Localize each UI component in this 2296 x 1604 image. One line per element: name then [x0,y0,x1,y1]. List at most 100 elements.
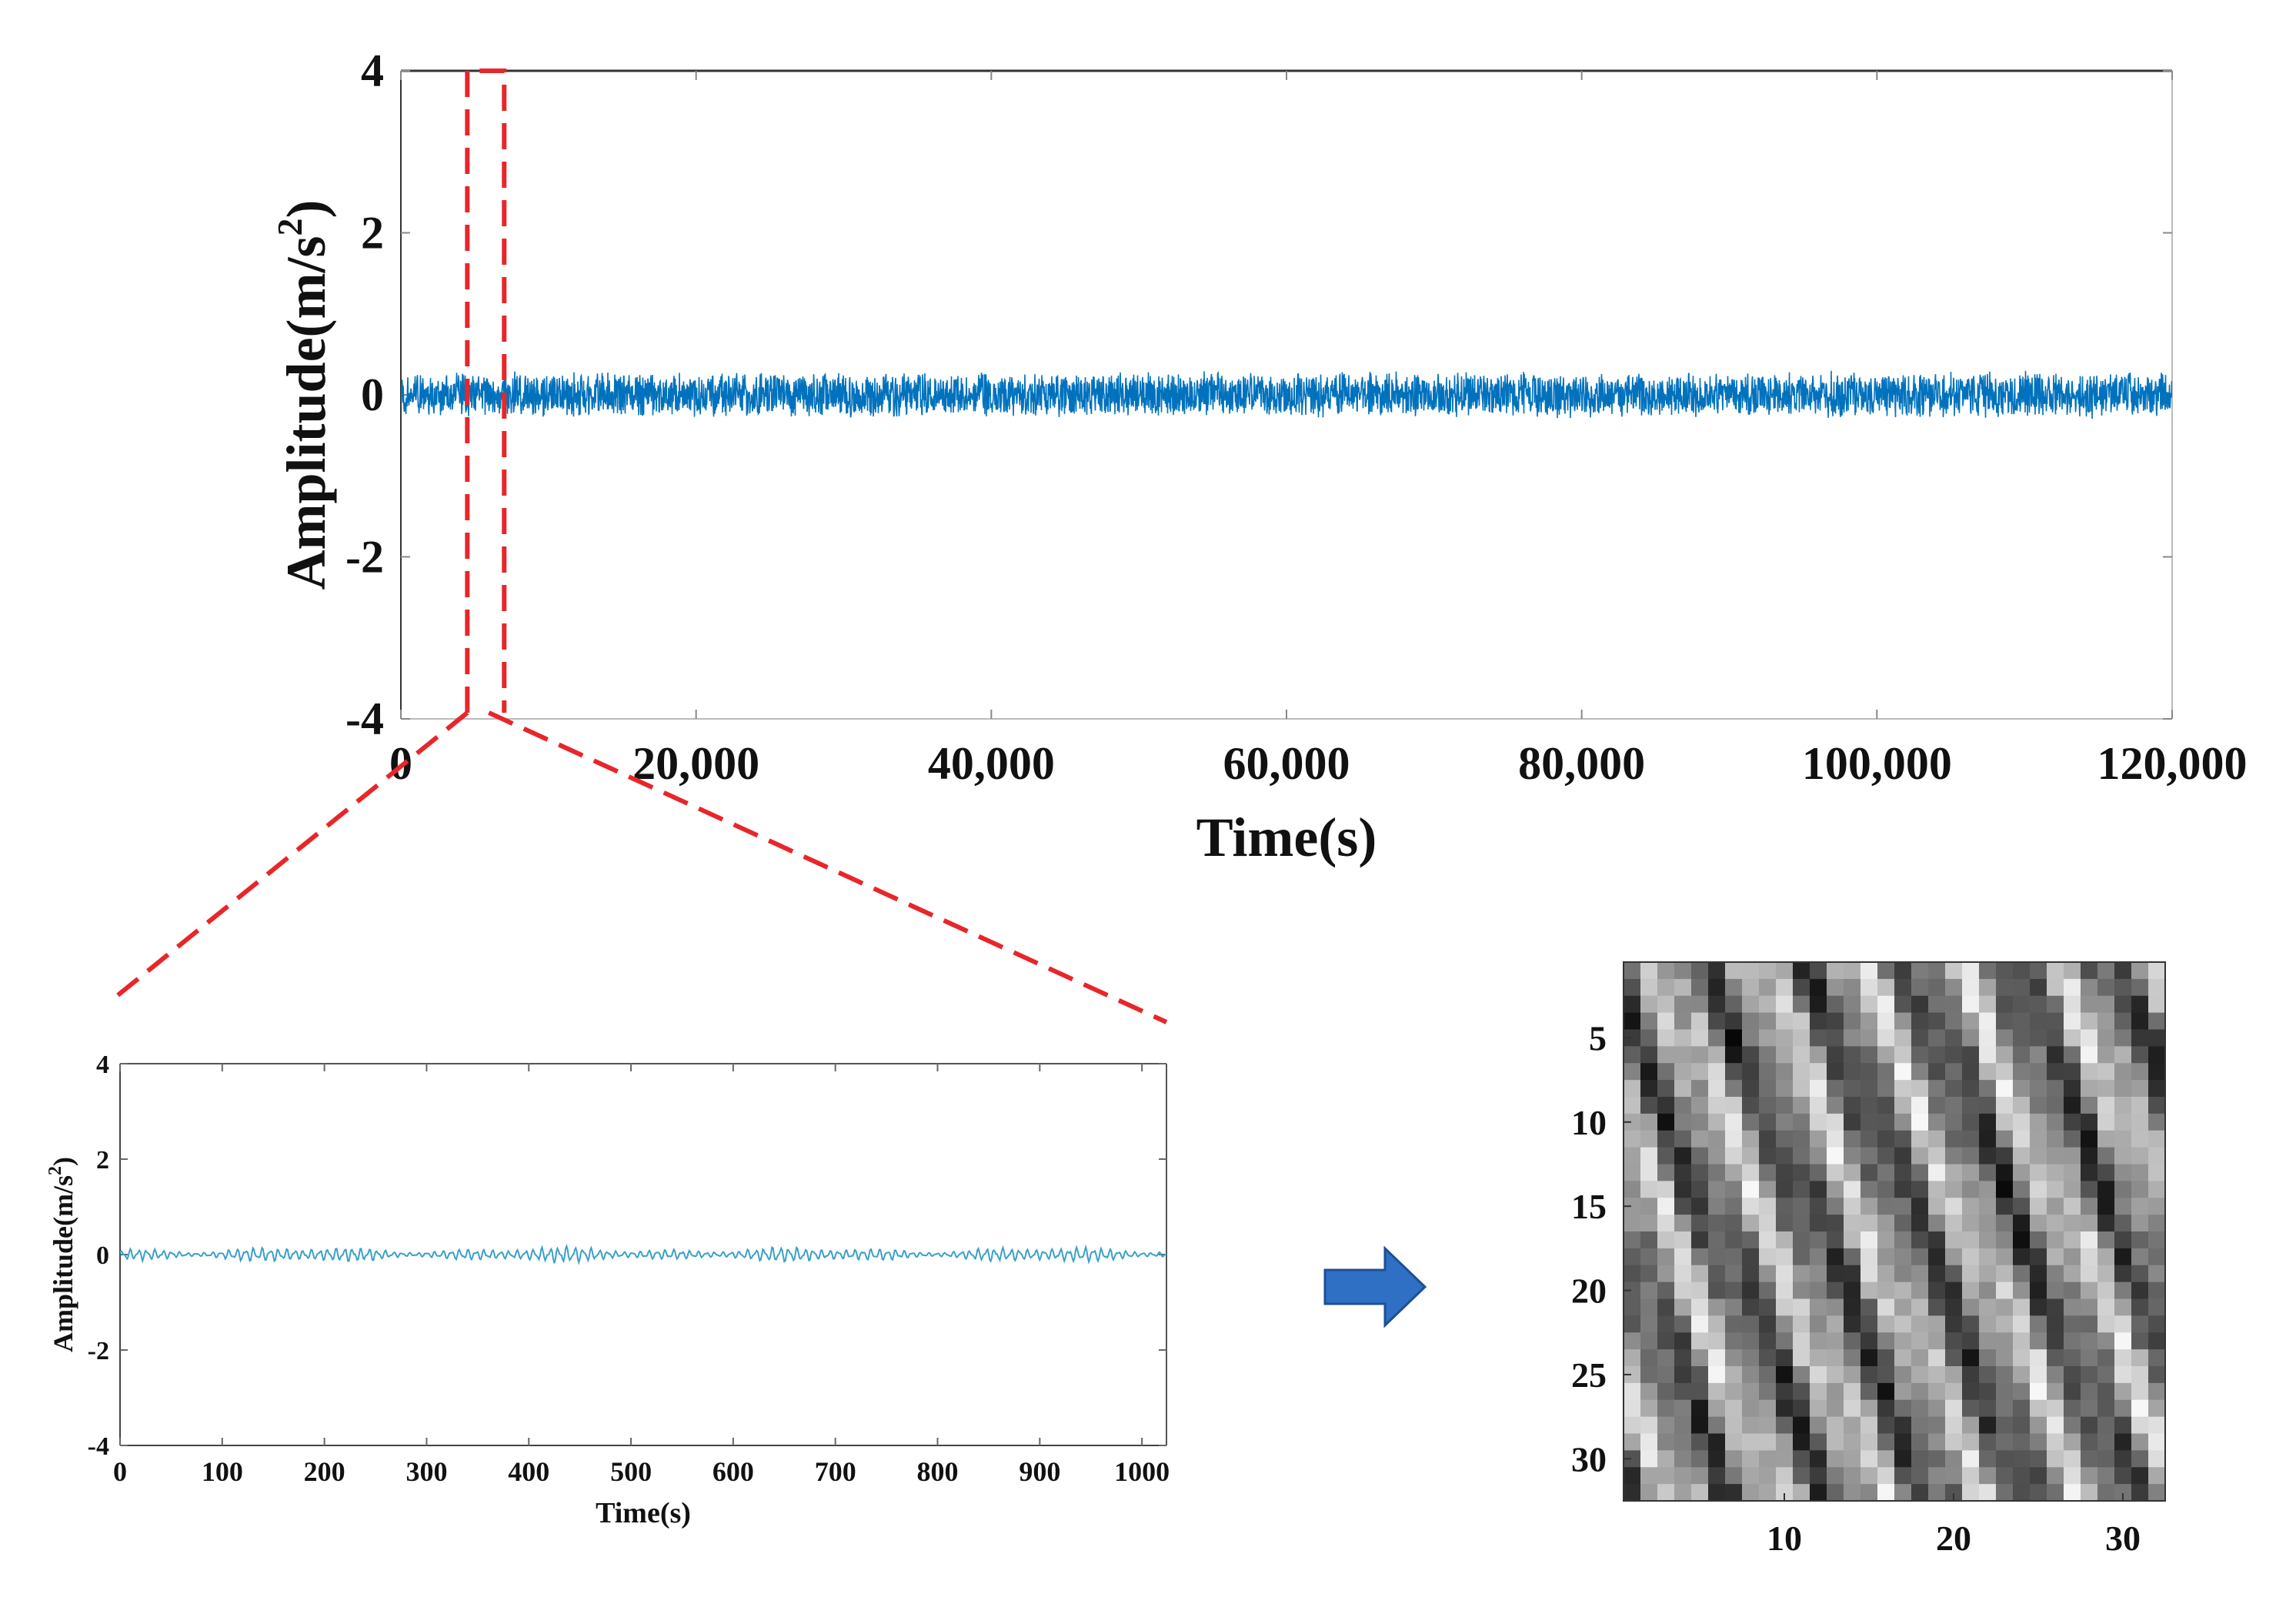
heatmap-cell [1945,1332,1963,1350]
heatmap-cell [1928,1113,1946,1131]
heatmap-cell [1996,1215,2014,1232]
heatmap-cell [1827,1382,1844,1401]
heatmap-cell [1725,1467,1743,1485]
heatmap-cell [2030,1450,2047,1468]
heatmap-cell [1996,1164,2014,1181]
heatmap-cell [1945,1198,1963,1215]
heatmap-cell [1844,1382,1861,1401]
heatmap-cell [2114,1433,2132,1451]
heatmap-cell [1979,1467,1997,1485]
heatmap-cell [2030,1467,2047,1485]
heatmap-cell [1911,1231,1929,1249]
zoomed-signal-y-ticks: -4 -2 0 2 4 [88,1051,1166,1461]
heatmap-cell [1945,1467,1963,1485]
heatmap-cell [2081,1349,2098,1367]
heatmap-cell [1624,1029,1641,1047]
heatmap-cell [1894,1467,1912,1485]
heatmap-cell [1793,1181,1810,1198]
heatmap-cell [1996,1332,2014,1350]
heatmap-cell [1928,1181,1946,1198]
heatmap-cell [1640,1231,1658,1249]
heatmap-cell [1810,1467,1827,1485]
heatmap-cell [1624,1248,1641,1266]
heatmap-cell [1674,995,1692,1014]
heatmap-cell [1708,1484,1726,1502]
heatmap-cell [1776,962,1794,980]
heatmap-cell [1640,1366,1658,1384]
heatmap-cell [2064,1080,2081,1098]
heatmap-cell [1776,1215,1794,1232]
heatmap-cell [1894,1164,1912,1181]
heatmap-cell [2047,1399,2064,1418]
heatmap-cell [1894,1399,1912,1418]
heatmap-cell [1877,1467,1895,1485]
heatmap-cell [1759,1012,1777,1031]
heatmap-cell [1624,1080,1641,1098]
heatmap-cell [1928,1130,1946,1148]
heatmap-cell [2097,1298,2115,1316]
heatmap-cell [1945,1147,1963,1165]
heatmap-cell [2081,1332,2098,1350]
heatmap-cell [1742,1282,1760,1300]
heatmap-cell [1674,1046,1692,1064]
heatmap-cell [1725,1366,1743,1384]
heatmap-cell [1624,1467,1641,1485]
heatmap-cell [1793,1484,1810,1502]
zoomed-signal-x-tick-label: 200 [304,1456,345,1487]
heatmap-cell [1945,1450,1963,1468]
heatmap-cell [1996,1080,2014,1098]
heatmap-cell [1776,1265,1794,1283]
heatmap-cell [1860,1231,1878,1249]
heatmap-cell [2064,1113,2081,1131]
heatmap-cell [1657,1265,1675,1283]
heatmap-cell [1759,1113,1777,1131]
heatmap-cell [2097,1080,2115,1098]
heatmap-cell [1640,978,1658,997]
heatmap-cell [1894,1282,1912,1300]
heatmap-cell [1793,1029,1810,1047]
heatmap-cell [1844,1433,1861,1451]
heatmap-cell [2131,1450,2149,1468]
heatmap-cell [1962,978,1980,997]
heatmap-cell [1962,1433,1980,1451]
heatmap-cell [1708,1063,1726,1081]
heatmap-cell [1877,1349,1895,1367]
heatmap-cell [2131,1046,2149,1064]
heatmap-cell [1725,1097,1743,1114]
heatmap-cell [1945,995,1963,1014]
zoomed-signal-y-tick-label: 2 [96,1146,109,1175]
heatmap-cell [1962,1113,1980,1131]
heatmap-cell [2013,1164,2031,1181]
heatmap-cell [2047,978,2064,997]
heatmap-cell [1894,995,1912,1014]
heatmap-cell [1877,1181,1895,1198]
heatmap-cell [2047,1029,2064,1047]
heatmap-cell [2097,1029,2115,1047]
heatmap-cell [1657,962,1675,980]
heatmap-cell [2064,1046,2081,1064]
heatmap-cell [2148,1097,2166,1114]
heatmap-cell [1911,1366,1929,1384]
heatmap-cell [2013,1181,2031,1198]
heatmap-cell [2064,1315,2081,1333]
heatmap-cell [1657,1399,1675,1418]
full-signal-x-ticks: 0 20,000 40,000 60,000 80,000 100,000 120,000 [389,71,2248,789]
heatmap-cell [2013,1215,2031,1232]
heatmap-cell [1877,1097,1895,1114]
heatmap-cell [1996,1046,2014,1064]
heatmap-cell [2131,1130,2149,1148]
heatmap-cell [1691,1198,1709,1215]
heatmap-cell [2047,1248,2064,1266]
heatmap-cell [1844,1130,1861,1148]
heatmap-cell [1827,1080,1844,1098]
full-signal-x-label: Time(s) [1196,807,1377,868]
heatmap-cell [2148,1046,2166,1064]
heatmap-cell [2081,1046,2098,1064]
heatmap-cell [1996,1349,2014,1367]
heatmap-cell [1860,1063,1878,1081]
heatmap-cell [2114,1215,2132,1232]
heatmap-cell [2097,1366,2115,1384]
heatmap-cell [1674,1416,1692,1435]
heatmap-cell [1776,1198,1794,1215]
